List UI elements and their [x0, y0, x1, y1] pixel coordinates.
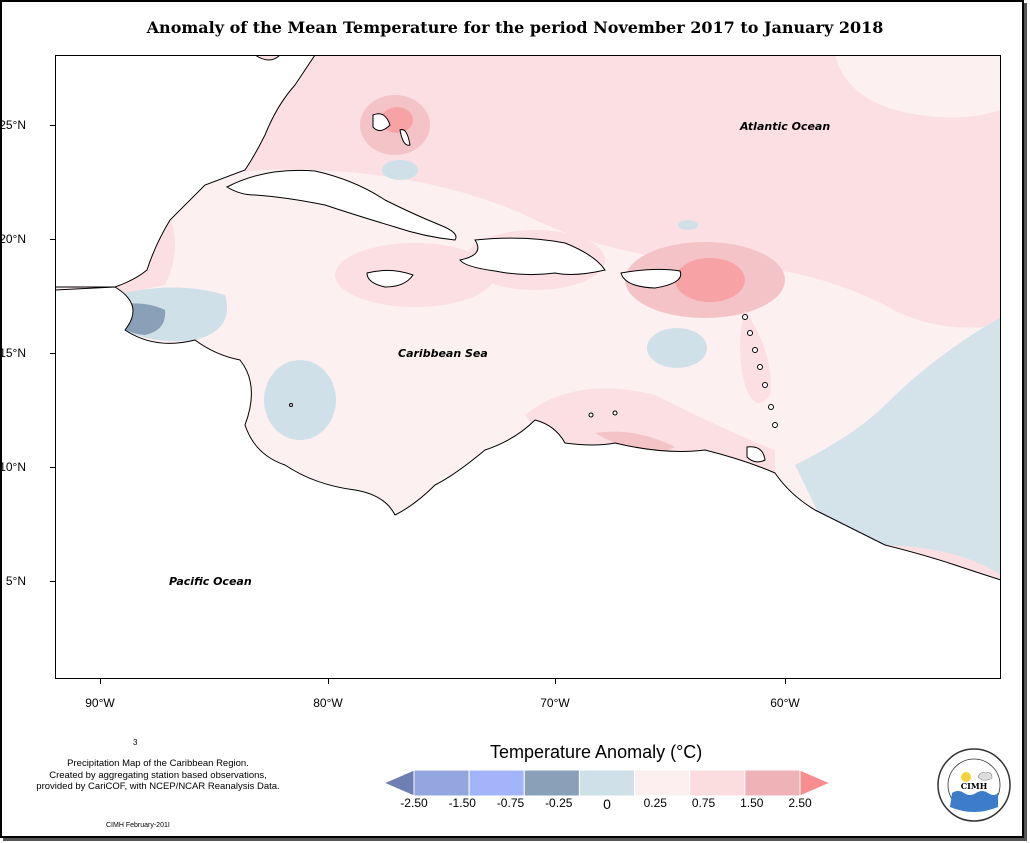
anomaly-field-jamaica	[335, 243, 495, 307]
legend-swatch	[634, 770, 691, 796]
credit-date: CIMH February-201I	[106, 822, 170, 829]
lat-tick	[50, 239, 55, 240]
land-cuba	[225, 169, 457, 241]
land-lesser-antilles	[289, 314, 778, 428]
label-pacific-ocean: Pacific Ocean	[169, 575, 252, 588]
land-jamaica	[366, 269, 414, 288]
anomaly-map: Atlantic Ocean Caribbean Sea Pacific Oce…	[55, 55, 1001, 679]
land-puerto-rico	[620, 268, 682, 289]
lon-tick	[555, 678, 556, 684]
lon-label-60w: 60°W	[770, 696, 800, 710]
anomaly-field-cool-sw	[264, 360, 336, 440]
anomaly-field-pr-core	[675, 258, 745, 302]
land-central-south-america	[55, 286, 1001, 679]
label-caribbean-sea: Caribbean Sea	[398, 347, 488, 360]
anomaly-field-venezuela-core	[595, 431, 675, 455]
legend-swatch	[799, 770, 830, 796]
anomaly-field-cool-east	[647, 328, 707, 368]
legend-label: -2.50	[400, 796, 428, 810]
anomaly-field-ne	[835, 55, 1001, 118]
lon-label-80w: 80°W	[313, 696, 343, 710]
legend-swatch	[744, 770, 801, 796]
map-title: Anomaly of the Mean Temperature for the …	[146, 18, 884, 37]
credit-block: Precipitation Map of the Caribbean Regio…	[8, 758, 308, 793]
anomaly-field-cool-small	[678, 220, 698, 230]
legend-swatch	[523, 770, 580, 796]
anomaly-field-cool-bahamas	[382, 160, 418, 180]
lat-tick	[50, 581, 55, 582]
legend-label: 2.50	[788, 796, 812, 810]
legend-label: 1.50	[740, 796, 764, 810]
cimh-logo: CIMH	[937, 748, 1011, 822]
lon-tick	[100, 678, 101, 684]
credit-line-2: Created by aggregating station based obs…	[49, 769, 267, 781]
legend-label: -1.50	[448, 796, 476, 810]
legend-swatch	[413, 770, 470, 796]
logo-text: CIMH	[961, 781, 988, 791]
legend-label: 0.25	[643, 796, 667, 810]
label-atlantic-ocean: Atlantic Ocean	[739, 120, 830, 133]
lat-tick	[50, 467, 55, 468]
legend-title: Temperature Anomaly (°C)	[490, 742, 703, 762]
land-bahamas-1	[372, 113, 391, 131]
cloud-icon	[977, 772, 993, 781]
lon-tick	[785, 678, 786, 684]
lat-label-25n: 25°N	[0, 118, 26, 132]
legend-label: -0.25	[545, 796, 573, 810]
lat-label-20n: 20°N	[0, 232, 26, 246]
legend-colorbar	[384, 770, 830, 796]
legend-swatch	[578, 770, 636, 796]
legend-swatch	[689, 770, 746, 796]
sun-icon	[961, 772, 971, 782]
land-hispaniola	[459, 237, 606, 276]
legend-label: 0.75	[691, 796, 716, 810]
credit-line-3: provided by CariCOF, with NCEP/NCAR Rean…	[36, 781, 280, 792]
land-trinidad	[746, 446, 766, 463]
lon-label-70w: 70°W	[540, 696, 570, 710]
lon-tick	[328, 678, 329, 684]
legend-label: 0	[603, 796, 611, 812]
map-border	[55, 55, 1001, 679]
lat-label-5n: 5°N	[5, 574, 26, 588]
stray-mark: 3	[133, 738, 138, 747]
land-bahamas-2	[399, 129, 411, 146]
lon-label-90w: 90°W	[85, 696, 115, 710]
legend-swatch	[384, 770, 415, 796]
lat-tick	[50, 125, 55, 126]
waves-icon	[950, 791, 998, 812]
lat-label-10n: 10°N	[0, 460, 26, 474]
lat-tick	[50, 353, 55, 354]
legend-swatch	[468, 770, 525, 796]
legend-label: -0.75	[496, 796, 525, 810]
credit-line-1: Precipitation Map of the Caribbean Regio…	[67, 758, 249, 769]
lat-label-15n: 15°N	[0, 346, 26, 360]
